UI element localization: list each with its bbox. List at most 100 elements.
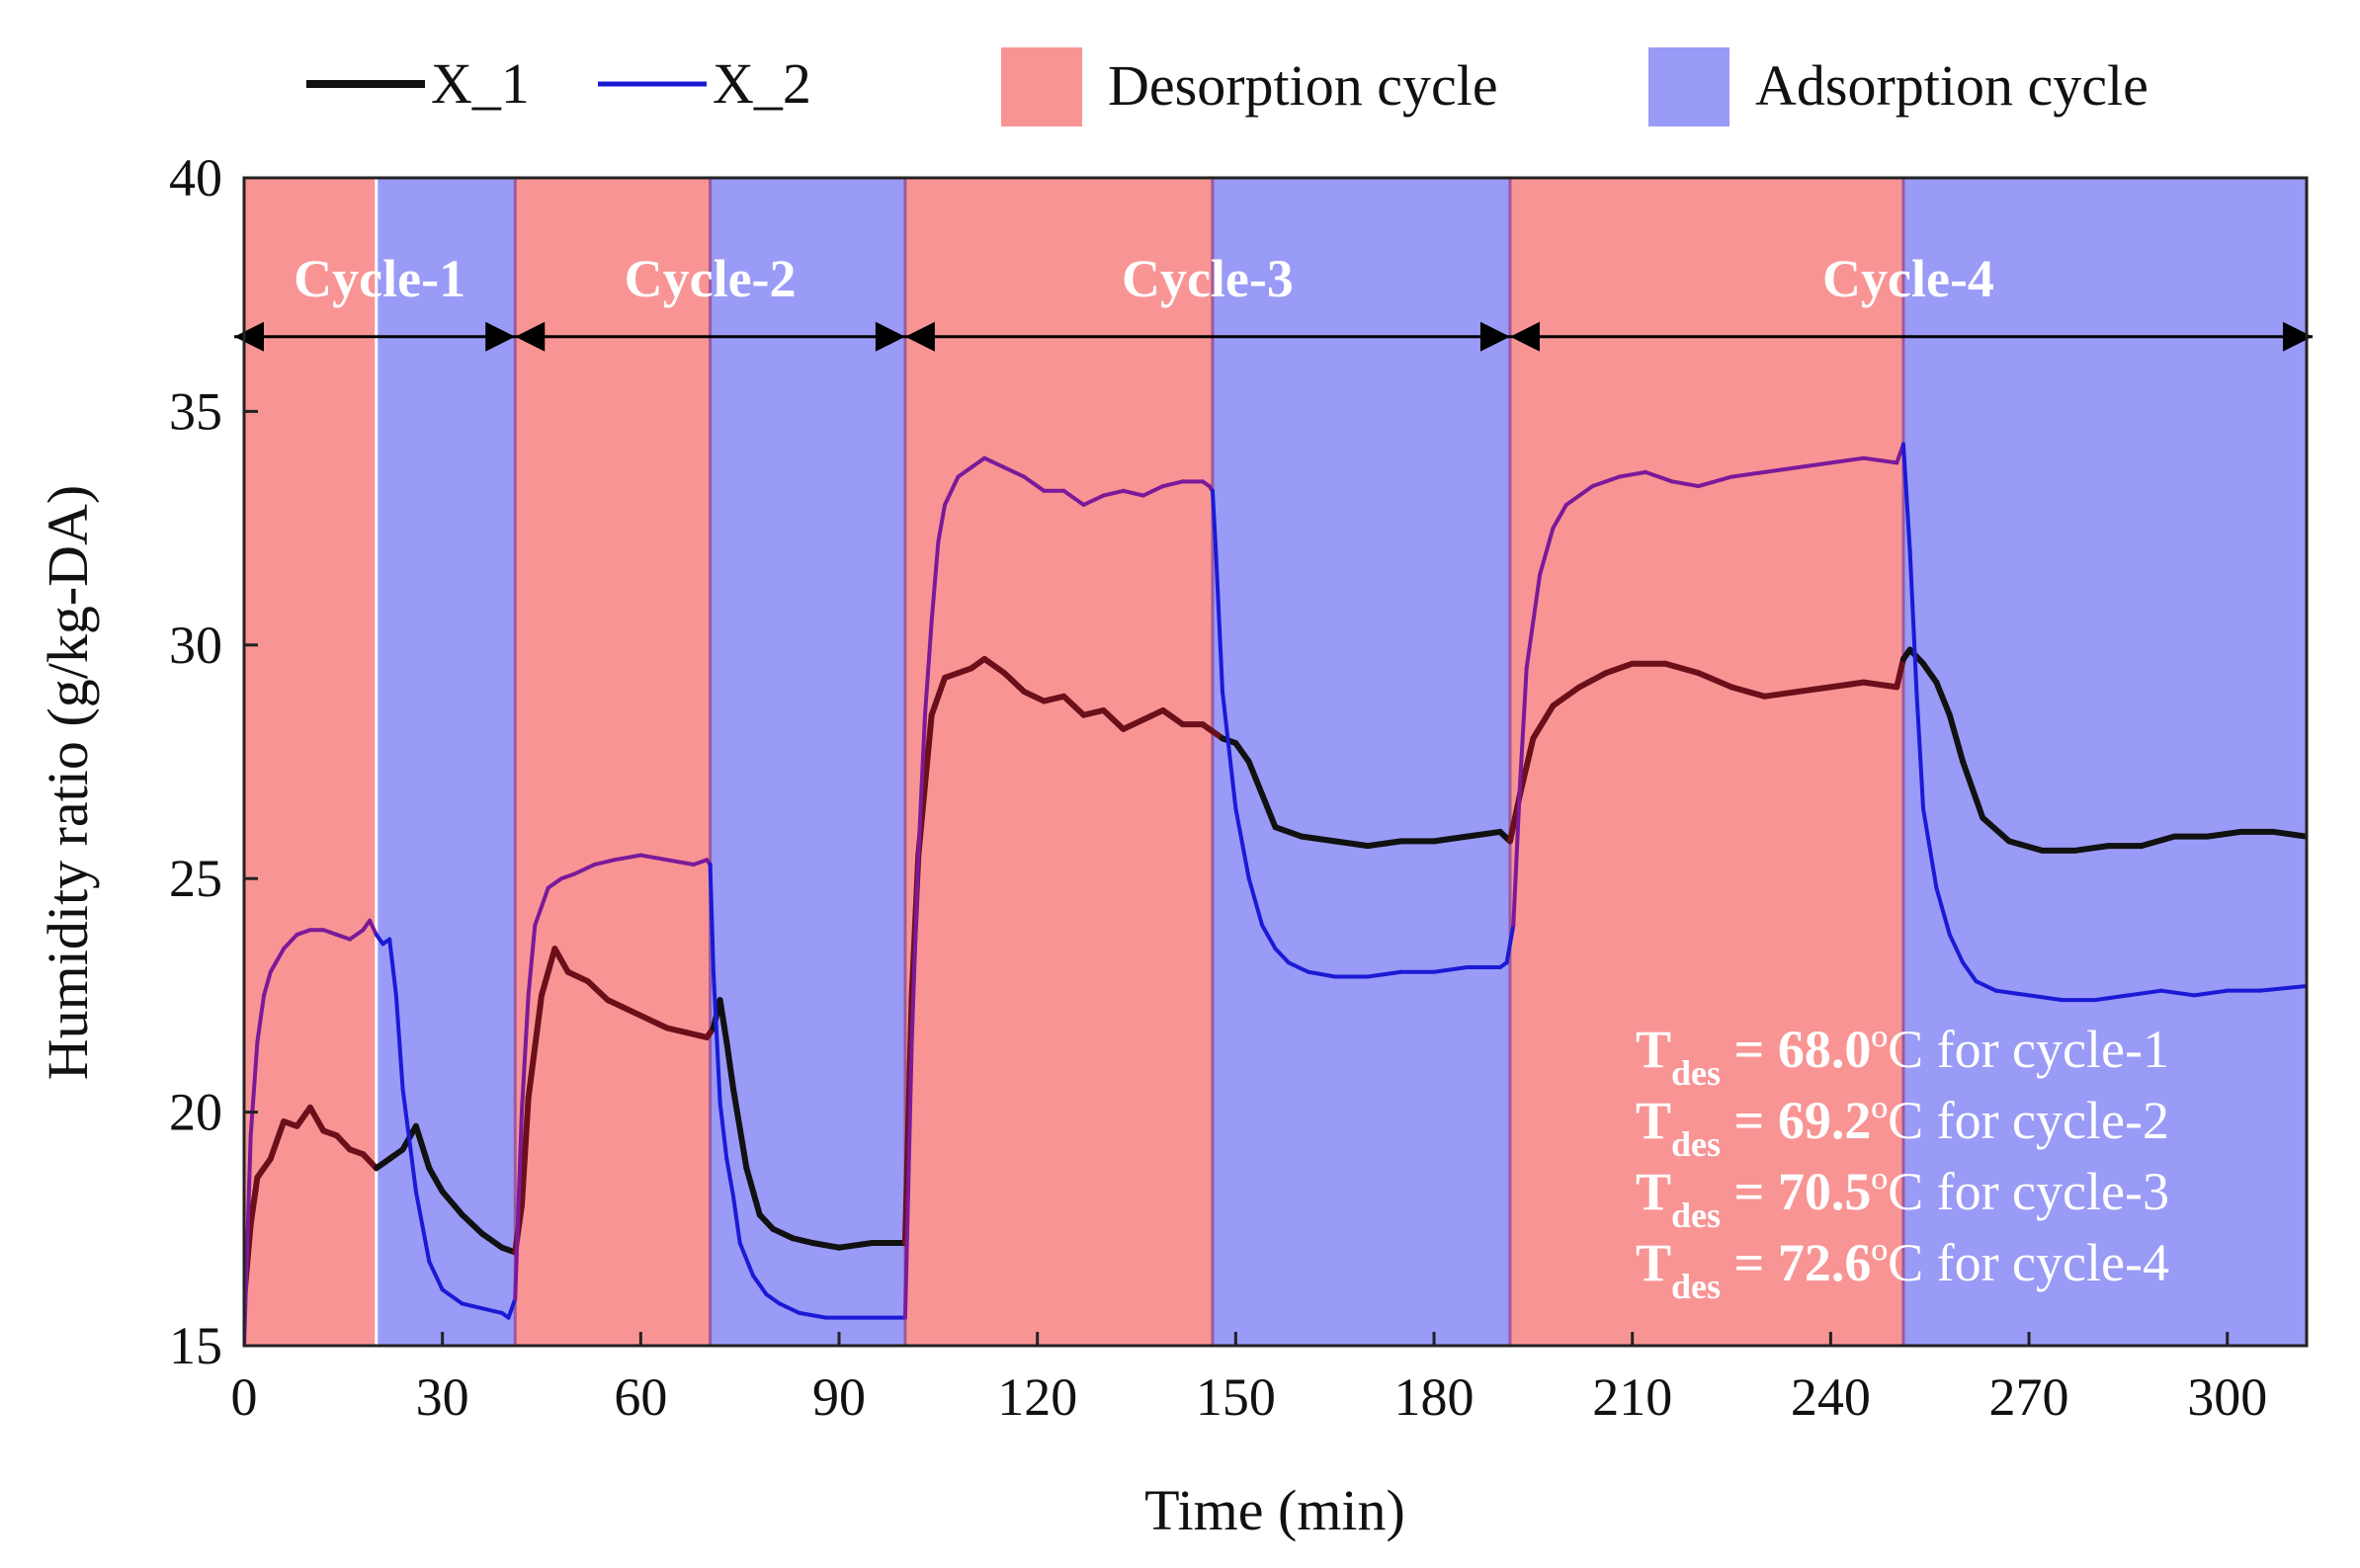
series-X_2-segment (1974, 979, 1998, 993)
series-X_1-segment (1761, 689, 1801, 700)
cycle-arrow-right-1 (485, 321, 516, 352)
series-X_2-segment (777, 1301, 801, 1315)
series-X_1-segment (1960, 759, 1986, 821)
series-X_2-segment (526, 923, 538, 998)
series-X_2-segment (546, 876, 564, 890)
series-X_1-segment (921, 711, 935, 788)
series-X_1 (244, 646, 2307, 1302)
series-X_2-segment (2258, 983, 2307, 993)
series-X_1-segment (644, 1016, 671, 1032)
series-X_1-segment (1331, 838, 1372, 850)
x-tick-label: 300 (2187, 1367, 2267, 1427)
legend-swatch-adsorption (1648, 47, 1729, 126)
legend: X_1 X_2 Desorption cycle Adsorption cycle (306, 47, 2149, 126)
adsorption-band-8 (1902, 178, 2307, 1346)
series-X_1-segment (1139, 706, 1166, 723)
series-X_2-segment (1644, 469, 1674, 484)
series-X_2-segment (1140, 484, 1165, 498)
series-X_2-segment (1061, 488, 1086, 507)
series-X_2-segment (1220, 690, 1238, 811)
series-X_1-segment (756, 1211, 777, 1232)
temperature-annotation-3: Tdes = 70.5ºC for cycle-3 (1636, 1162, 2169, 1235)
series-X_2-segment (936, 502, 948, 544)
series-X_2-segment (1160, 479, 1185, 489)
series-X_2-segment (1022, 474, 1047, 493)
series-X_1-segment (2270, 828, 2307, 840)
series-X_2-segment (1432, 965, 1470, 974)
series-X_2-segment (2027, 993, 2065, 1003)
series-X_1-segment (1530, 702, 1557, 742)
temperature-annotation-2: Tdes = 69.2ºC for cycle-2 (1636, 1091, 2169, 1164)
series-X_2-segment (2192, 988, 2230, 998)
cycle-arrow-left-3 (904, 321, 935, 352)
series-X_1-segment (1245, 759, 1266, 798)
series-lines (244, 442, 2307, 1346)
series-X_2-segment (982, 455, 1007, 470)
series-X_1-segment (412, 1122, 433, 1172)
series-X_2-segment (691, 858, 710, 867)
cycle-arrow-left-1 (234, 321, 264, 352)
series-X_1-segment (1860, 679, 1900, 691)
x-tick-label: 60 (614, 1367, 667, 1427)
series-X_2-segment (1101, 488, 1126, 498)
series-X_2-segment (1210, 488, 1219, 554)
series-X_2-segment (1538, 526, 1556, 577)
series-X_2-segment (519, 993, 531, 1114)
series-X_2-segment (1246, 876, 1265, 928)
series-X_1-segment (604, 997, 631, 1013)
series-X_1-segment (1516, 735, 1537, 798)
legend-swatch-desorption (1001, 47, 1082, 126)
series-X_2-segment (295, 928, 312, 937)
series-X_2-segment (711, 969, 722, 1106)
series-X_1-segment (1933, 679, 1953, 718)
series-X_2-segment (717, 1101, 729, 1161)
series-X_2-segment (1524, 572, 1543, 671)
series-X_1-segment (2005, 838, 2046, 854)
temperature-annotation-4: Tdes = 72.6ºC for cycle-4 (1636, 1233, 2169, 1306)
desorption-band-3 (515, 178, 711, 1346)
series-X_1-segment (1041, 693, 1067, 704)
series-X_1-segment (1920, 660, 1940, 686)
series-X_2-segment (2158, 988, 2197, 998)
series-X_1-segment (459, 1211, 485, 1237)
series-X_1-segment (770, 1225, 797, 1242)
series-X_2-segment (460, 1301, 484, 1311)
series-X_2-segment (1511, 783, 1522, 928)
y-axis-label: Humidity ratio (g/kg-DA) (36, 485, 100, 1080)
series-X_2-segment (1002, 465, 1027, 479)
series-X_2-segment (1696, 474, 1734, 489)
series-X_2-segment (393, 993, 405, 1091)
series-X_1-segment (254, 1155, 274, 1181)
series-X_2-segment (708, 863, 716, 974)
series-X_2-segment (387, 937, 398, 998)
series-X_1-segment (1662, 660, 1702, 677)
series-X_2-segment (1947, 932, 1966, 965)
cycle-label-4: Cycle-4 (1822, 249, 1994, 308)
series-X_1-segment (809, 1239, 843, 1251)
desorption-band-7 (1509, 178, 1903, 1346)
series-X_1-segment (1159, 706, 1186, 728)
series-X_2-segment (1286, 960, 1310, 974)
series-X_1-segment (518, 1095, 532, 1209)
cycle-label-2: Cycle-2 (625, 249, 797, 308)
series-X_2-segment (440, 1287, 464, 1306)
y-tick-label: 15 (169, 1316, 222, 1375)
series-X_1-segment (539, 946, 558, 999)
series-X_1-segment (1602, 660, 1636, 677)
series-X_2-segment (282, 932, 299, 951)
series-X_2-segment (1861, 455, 1899, 465)
series-X_1-segment (1272, 824, 1306, 840)
series-X_1-segment (478, 1230, 505, 1251)
series-X_2-segment (1828, 455, 1866, 465)
series-X_2-segment (2126, 988, 2163, 998)
y-tick-label: 40 (169, 148, 222, 207)
series-X_2-segment (2092, 993, 2131, 1003)
cycle-bands (244, 178, 2307, 1346)
series-X_2-segment (1907, 549, 1919, 695)
x-tick-label: 180 (1394, 1367, 1475, 1427)
series-X_1-segment (360, 1151, 379, 1172)
series-X_1-segment (2204, 828, 2244, 840)
series-X_2-segment (956, 465, 973, 479)
x-tick-label: 90 (812, 1367, 866, 1427)
